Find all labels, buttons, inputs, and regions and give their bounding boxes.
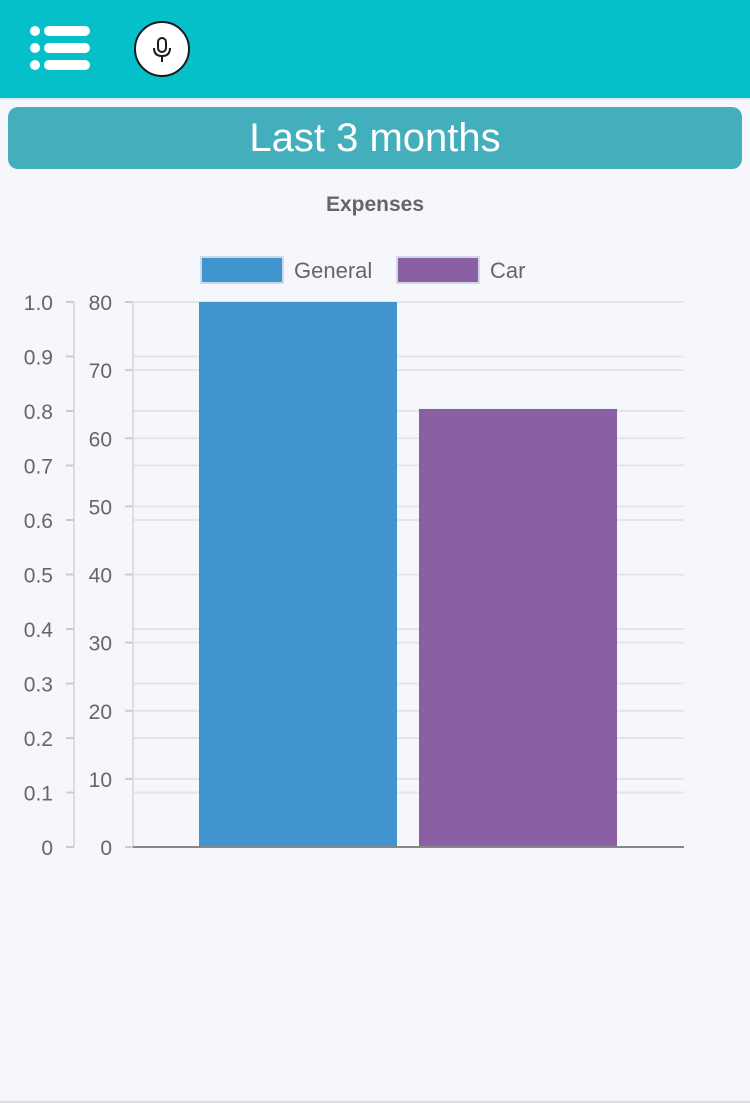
right-axis-tick-label: 40	[89, 565, 112, 588]
right-axis-tick-label: 80	[89, 292, 112, 315]
expenses-chart: Expenses General Car 0 0.1 0.2 0.3 0.4 0.5 0.6 0.7…	[24, 193, 684, 860]
right-axis-tick-label: 20	[89, 701, 112, 724]
legend-swatch-general	[200, 256, 284, 284]
left-axis-tick-label: 0.4	[24, 619, 54, 642]
right-axis-tick-label: 10	[89, 769, 112, 792]
header-divider	[0, 98, 750, 100]
bottom-divider	[0, 1101, 750, 1103]
period-selector[interactable]: Last 3 months	[8, 107, 742, 169]
voice-input-button[interactable]	[134, 21, 190, 77]
left-axis-tick-label: 0.5	[24, 565, 53, 588]
right-axis-tick-label: 70	[89, 360, 112, 383]
menu-list-icon	[30, 26, 90, 70]
bar-car	[419, 408, 617, 847]
left-axis-tick-label: 0.6	[24, 510, 53, 533]
legend-label-car: Car	[490, 258, 525, 283]
right-axis-tick-label: 50	[89, 496, 112, 519]
menu-button[interactable]	[26, 22, 92, 74]
chart-title: Expenses	[326, 193, 424, 216]
legend-swatch-car	[396, 256, 480, 284]
left-axis-tick-label: 0.2	[24, 728, 53, 751]
microphone-icon	[153, 37, 171, 62]
left-axis-tick-label: 0	[41, 837, 53, 860]
left-axis-tick-label: 0.3	[24, 674, 53, 697]
left-axis-tick-label: 0.8	[24, 401, 53, 424]
right-axis-tick-label: 0	[100, 837, 112, 860]
right-axis-tick-label: 60	[89, 428, 112, 451]
app-header	[0, 0, 750, 98]
bar-general	[199, 302, 397, 847]
left-axis-tick-label: 0.7	[24, 456, 53, 479]
left-axis-tick-label: 1.0	[24, 292, 53, 315]
right-axis-tick-label: 30	[89, 633, 112, 656]
left-axis-tick-label: 0.1	[24, 783, 53, 806]
left-axis-tick-label: 0.9	[24, 347, 53, 370]
legend-label-general: General	[294, 258, 372, 283]
